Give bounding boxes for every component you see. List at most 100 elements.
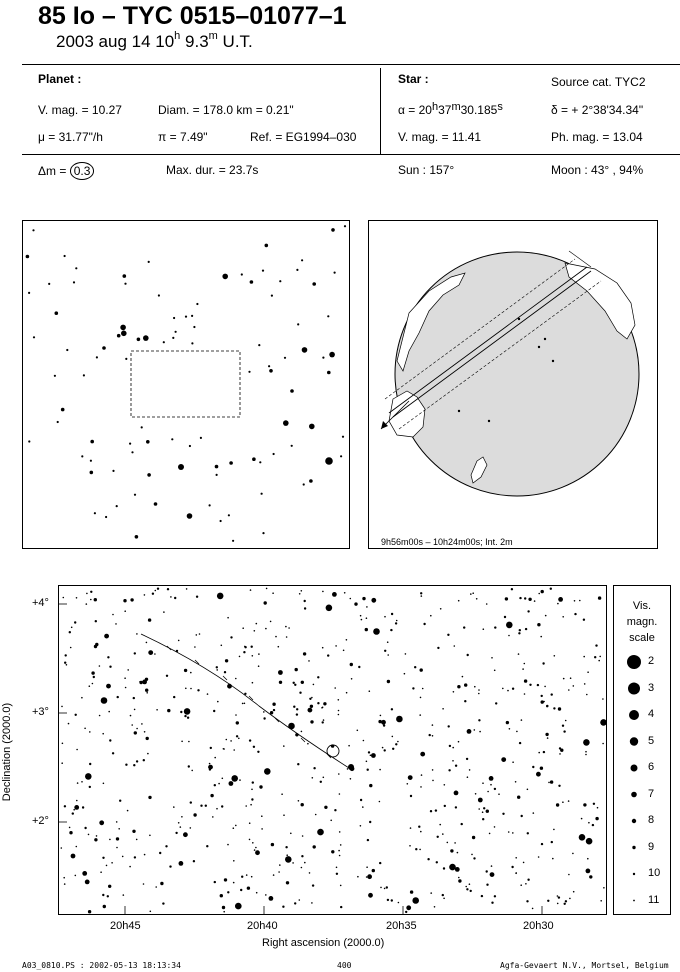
- finder-star: [191, 342, 194, 345]
- chart-star: [457, 740, 460, 743]
- finder-star: [297, 323, 300, 326]
- direction-arrow-head: [381, 421, 388, 429]
- chart-star: [482, 782, 484, 784]
- finder-star: [327, 370, 331, 375]
- chart-star: [123, 599, 127, 603]
- chart-star: [297, 763, 300, 766]
- chart-star: [213, 880, 216, 884]
- finder-star: [120, 324, 126, 331]
- chart-star: [446, 841, 449, 844]
- chart-star: [482, 628, 485, 630]
- chart-star: [255, 850, 260, 856]
- chart-star: [285, 881, 290, 885]
- chart-star: [170, 596, 172, 598]
- chart-star: [69, 831, 73, 835]
- chart-star: [312, 683, 315, 686]
- chart-star: [431, 724, 434, 726]
- finder-star: [32, 229, 35, 232]
- finder-star: [75, 267, 78, 270]
- chart-star: [569, 677, 572, 679]
- finder-star: [125, 357, 128, 360]
- chart-star: [221, 905, 226, 910]
- chart-star: [544, 685, 546, 688]
- chart-star: [449, 863, 456, 871]
- chart-star: [364, 627, 368, 632]
- chart-star: [216, 807, 218, 810]
- chart-star: [572, 890, 575, 893]
- chart-star: [251, 681, 254, 684]
- chart-star: [136, 633, 138, 635]
- chart-star: [432, 779, 434, 782]
- chart-star: [235, 714, 237, 716]
- chart-star: [549, 587, 552, 590]
- chart-star: [311, 902, 313, 904]
- chart-star: [297, 800, 300, 802]
- chart-star: [579, 599, 581, 602]
- chart-star: [523, 662, 526, 665]
- chart-star: [421, 687, 424, 690]
- chart-star: [475, 598, 478, 600]
- chart-star: [520, 814, 523, 818]
- finder-star: [66, 348, 69, 352]
- chart-star: [420, 830, 422, 833]
- chart-star: [358, 665, 361, 669]
- chart-star: [74, 713, 77, 716]
- chart-star: [327, 654, 330, 657]
- chart-star: [283, 814, 285, 816]
- chart-star: [480, 894, 484, 898]
- scale-title-1: Vis.: [632, 600, 652, 612]
- chart-star: [62, 596, 65, 599]
- chart-star: [463, 626, 466, 629]
- chart-star: [386, 898, 390, 902]
- chart-star: [248, 822, 251, 824]
- planet-heading: Planet :: [38, 72, 82, 86]
- chart-star: [378, 800, 381, 803]
- chart-star: [285, 856, 292, 863]
- chart-star: [519, 596, 522, 600]
- chart-star: [145, 736, 149, 741]
- chart-star: [369, 783, 373, 788]
- chart-star: [133, 652, 136, 655]
- chart-star: [367, 751, 371, 754]
- chart-star: [583, 655, 585, 658]
- chart-star: [464, 700, 467, 703]
- chart-star: [447, 725, 450, 728]
- chart-star: [515, 872, 517, 874]
- chart-star: [91, 671, 95, 675]
- chart-star: [525, 883, 527, 885]
- chart-star: [100, 871, 102, 873]
- finder-star: [279, 280, 282, 283]
- chart-star: [597, 596, 602, 600]
- chart-star: [253, 849, 256, 851]
- chart-star: [466, 776, 469, 778]
- island: [487, 419, 491, 423]
- globe-map: [380, 250, 640, 497]
- chart-star: [300, 590, 303, 592]
- scale-label-6: 6: [648, 761, 655, 773]
- chart-star: [409, 827, 412, 829]
- chart-star: [396, 715, 403, 723]
- finder-star: [283, 356, 287, 359]
- finder-star: [249, 280, 254, 284]
- finder-star: [333, 271, 336, 274]
- chart-star: [537, 623, 541, 627]
- chart-star: [368, 892, 373, 898]
- chart-star: [523, 679, 528, 683]
- chart-star: [133, 764, 136, 767]
- chart-star: [312, 845, 316, 849]
- chart-star: [187, 765, 190, 768]
- scale-label-7: 7: [648, 787, 655, 800]
- chart-star: [441, 893, 444, 897]
- chart-star: [465, 885, 468, 888]
- date-h: h: [174, 30, 181, 42]
- chart-star: [522, 861, 525, 864]
- chart-star: [501, 757, 507, 762]
- chart-star: [243, 651, 246, 654]
- chart-star: [165, 674, 169, 677]
- planet-pi: π = 7.49": [158, 130, 208, 144]
- finder-star: [143, 335, 149, 341]
- scale-title-2: magn.: [626, 616, 658, 628]
- date-m: m: [208, 30, 218, 42]
- chart-star: [185, 588, 188, 590]
- finder-star: [54, 311, 59, 315]
